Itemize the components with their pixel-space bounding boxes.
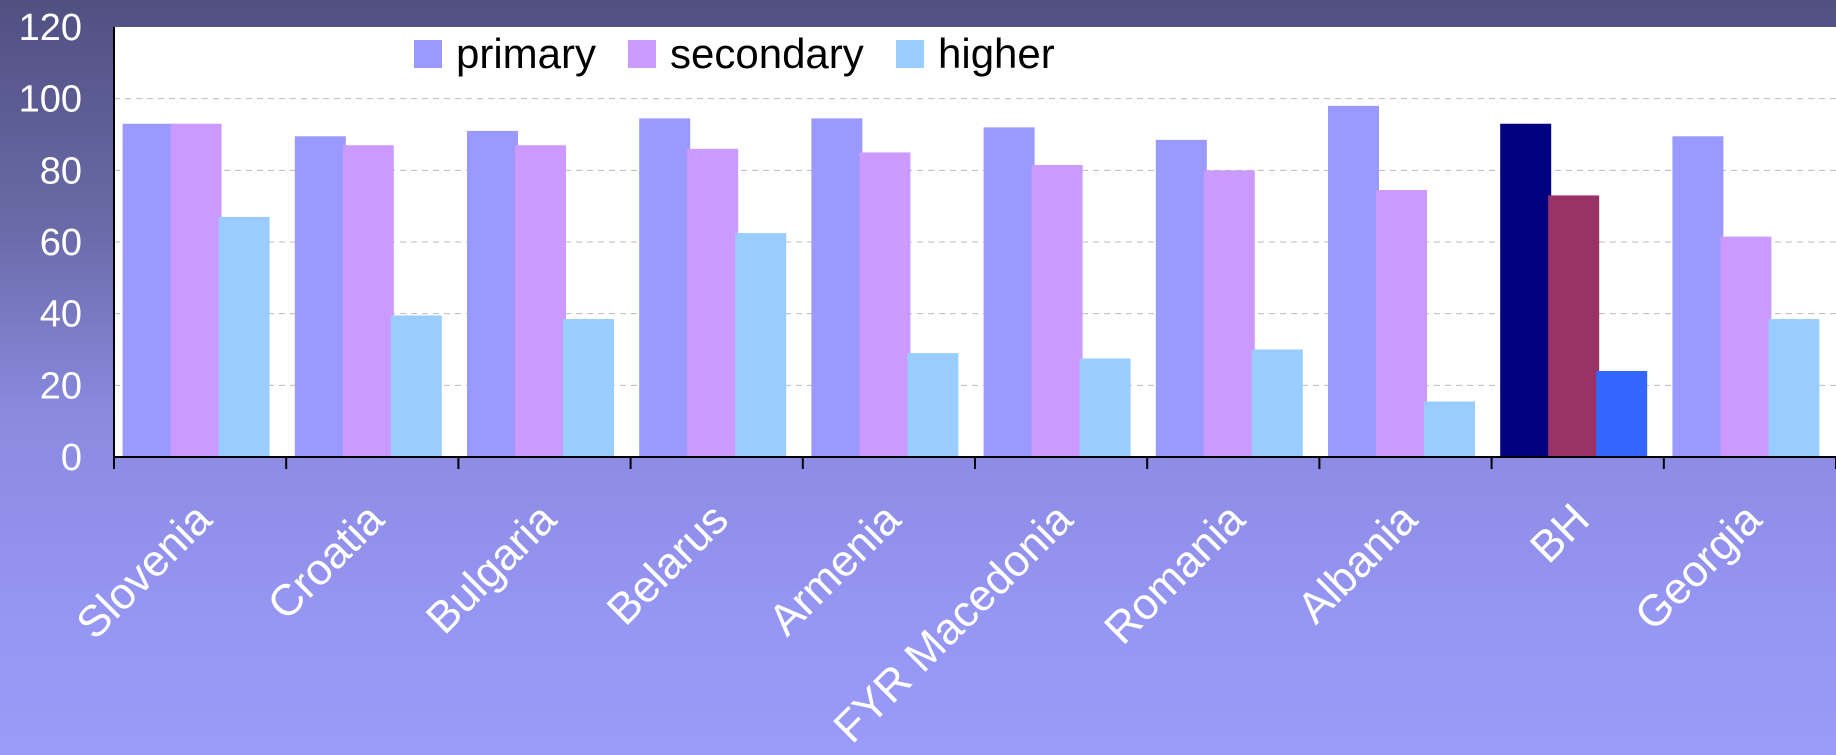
bar-secondary-fyr-macedonia [1031,164,1083,458]
bar-primary-fyr-macedonia [983,127,1035,457]
y-tick-labels: 0 20 40 60 80 100 120 [19,7,82,479]
x-tick-label: Georgia [1626,494,1772,640]
legend-box [400,27,1072,85]
legend-label-higher: higher [938,30,1055,77]
bar-primary-croatia [294,136,346,457]
y-tick-label: 80 [40,150,82,192]
bar-higher-bulgaria [563,319,614,457]
bar-secondary-belarus [687,148,739,458]
x-tick-label: Slovenia [67,494,221,648]
bar-primary-belarus [639,118,691,457]
legend-label-primary: primary [456,30,596,77]
bar-higher-slovenia [218,216,270,457]
y-tick-label: 100 [19,79,82,121]
bar-primary-romania [1155,139,1207,457]
legend-label-secondary: secondary [670,30,864,77]
x-tick-label: Belarus [598,494,738,634]
legend-swatch-primary [414,40,442,68]
bar-secondary-romania [1203,170,1255,458]
bar-primary-albania [1328,105,1379,457]
bar-primary-bulgaria [467,130,518,457]
bar-higher-bh [1596,371,1648,457]
bar-secondary-armenia [859,152,911,457]
bar-higher-belarus [735,233,787,457]
y-tick-label: 20 [40,365,82,407]
x-tick-label: Armenia [759,494,910,645]
bar-secondary-bulgaria [515,145,566,457]
bar-secondary-bh [1548,195,1600,457]
x-tick-label: BH [1521,494,1599,572]
bar-secondary-slovenia [170,123,222,457]
bar-higher-romania [1251,349,1303,457]
y-tick-label: 120 [19,7,82,49]
bar-higher-croatia [390,315,442,457]
bar-secondary-croatia [342,145,394,457]
bar-primary-georgia [1672,136,1724,457]
bar-higher-armenia [907,353,959,457]
axes [113,27,1836,469]
bar-secondary-georgia [1720,236,1772,457]
x-tick-label: Romania [1095,494,1255,654]
bar-primary-bh [1500,123,1552,457]
x-tick-label: Croatia [258,494,393,629]
legend-swatch-secondary [628,40,656,68]
bar-higher-albania [1424,401,1475,457]
x-tick-label: Bulgaria [417,494,566,643]
bar-primary-slovenia [122,123,174,457]
bar-higher-fyr-macedonia [1079,358,1131,457]
bar-higher-georgia [1768,319,1820,457]
x-tick-labels: Slovenia Croatia Bulgaria Belarus ArmeniaFYR… [67,494,1771,752]
legend-swatch-higher [896,40,924,68]
bar-primary-armenia [811,118,863,457]
y-tick-label: 60 [40,222,82,264]
y-tick-label: 0 [61,437,82,479]
bar-secondary-albania [1376,190,1427,457]
y-tick-label: 40 [40,294,82,336]
bars [122,105,1820,458]
x-tick-label: Albania [1288,494,1427,633]
legend: primary secondary higher [400,27,1072,85]
